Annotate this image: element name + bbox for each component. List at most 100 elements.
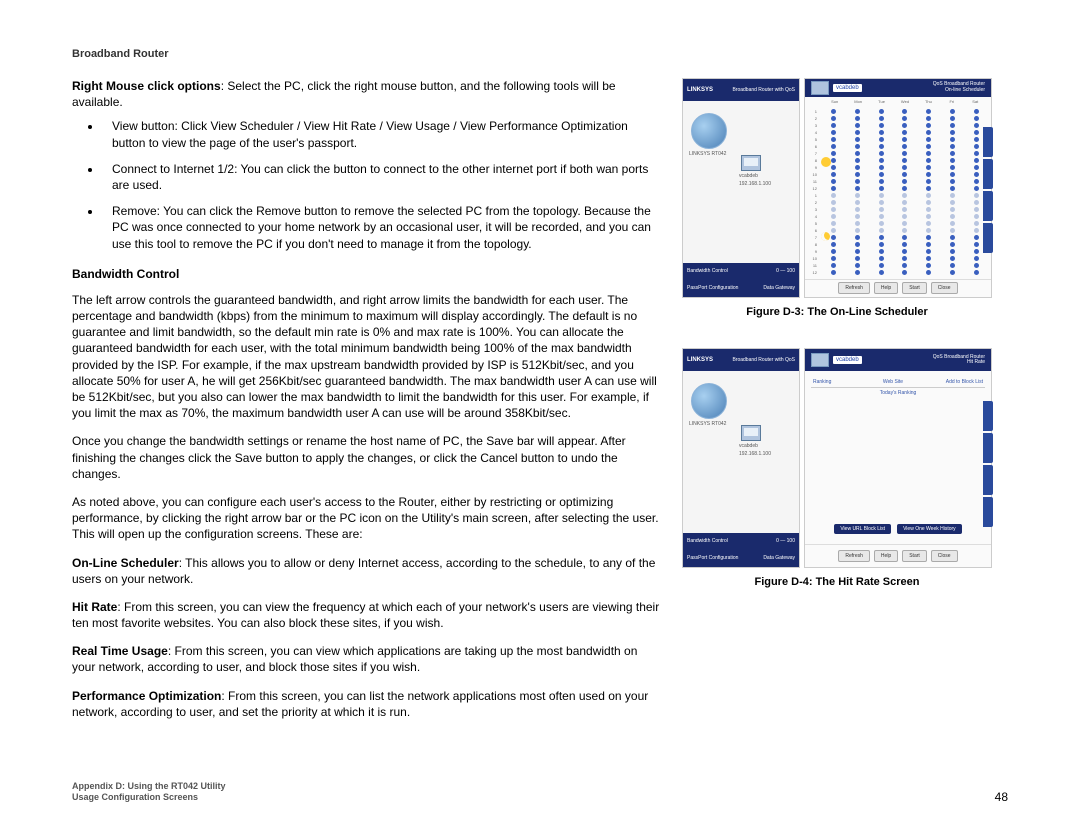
schedule-dot[interactable] (855, 151, 860, 156)
schedule-dot[interactable] (950, 179, 955, 184)
schedule-dot[interactable] (926, 214, 931, 219)
schedule-dot[interactable] (855, 172, 860, 177)
schedule-dot[interactable] (926, 144, 931, 149)
help-button[interactable]: Help (874, 550, 898, 562)
schedule-dot[interactable] (902, 214, 907, 219)
schedule-dot[interactable] (855, 179, 860, 184)
schedule-dot[interactable] (902, 172, 907, 177)
schedule-dot[interactable] (855, 109, 860, 114)
schedule-dot[interactable] (831, 221, 836, 226)
side-tab[interactable] (983, 433, 993, 463)
schedule-dot[interactable] (974, 144, 979, 149)
schedule-dot[interactable] (831, 109, 836, 114)
schedule-dot[interactable] (926, 256, 931, 261)
schedule-dot[interactable] (974, 130, 979, 135)
schedule-dot[interactable] (879, 172, 884, 177)
schedule-dot[interactable] (926, 158, 931, 163)
schedule-dot[interactable] (831, 179, 836, 184)
schedule-dot[interactable] (879, 151, 884, 156)
close-button[interactable]: Close (931, 550, 958, 562)
schedule-dot[interactable] (950, 123, 955, 128)
schedule-dot[interactable] (950, 165, 955, 170)
schedule-dot[interactable] (855, 165, 860, 170)
schedule-dot[interactable] (950, 249, 955, 254)
schedule-dot[interactable] (974, 186, 979, 191)
schedule-dot[interactable] (879, 179, 884, 184)
schedule-dot[interactable] (879, 256, 884, 261)
schedule-dot[interactable] (974, 228, 979, 233)
schedule-dot[interactable] (879, 270, 884, 275)
schedule-dot[interactable] (974, 179, 979, 184)
schedule-dot[interactable] (855, 249, 860, 254)
schedule-dot[interactable] (926, 151, 931, 156)
schedule-dot[interactable] (926, 221, 931, 226)
schedule-dot[interactable] (879, 263, 884, 268)
schedule-dot[interactable] (902, 123, 907, 128)
schedule-dot[interactable] (950, 137, 955, 142)
refresh-button[interactable]: Refresh (838, 282, 870, 294)
schedule-dot[interactable] (879, 165, 884, 170)
schedule-dot[interactable] (974, 235, 979, 240)
schedule-dot[interactable] (831, 242, 836, 247)
side-tab[interactable] (983, 191, 993, 221)
schedule-dot[interactable] (950, 263, 955, 268)
schedule-dot[interactable] (974, 172, 979, 177)
schedule-dot[interactable] (950, 116, 955, 121)
schedule-dot[interactable] (950, 235, 955, 240)
schedule-dot[interactable] (974, 193, 979, 198)
schedule-dot[interactable] (855, 221, 860, 226)
schedule-dot[interactable] (974, 256, 979, 261)
schedule-dot[interactable] (831, 165, 836, 170)
schedule-dot[interactable] (879, 249, 884, 254)
schedule-dot[interactable] (855, 137, 860, 142)
schedule-dot[interactable] (926, 270, 931, 275)
schedule-dot[interactable] (950, 193, 955, 198)
schedule-dot[interactable] (879, 235, 884, 240)
schedule-dot[interactable] (879, 144, 884, 149)
schedule-dot[interactable] (902, 221, 907, 226)
schedule-dot[interactable] (831, 256, 836, 261)
schedule-dot[interactable] (855, 228, 860, 233)
schedule-dot[interactable] (879, 109, 884, 114)
schedule-dot[interactable] (879, 193, 884, 198)
schedule-dot[interactable] (855, 130, 860, 135)
schedule-dot[interactable] (902, 200, 907, 205)
schedule-dot[interactable] (902, 242, 907, 247)
schedule-dot[interactable] (950, 228, 955, 233)
schedule-dot[interactable] (855, 270, 860, 275)
help-button[interactable]: Help (874, 282, 898, 294)
view-blocklist-button[interactable]: View URL Block List (834, 524, 891, 534)
schedule-dot[interactable] (831, 137, 836, 142)
start-button[interactable]: Start (902, 550, 927, 562)
schedule-dot[interactable] (902, 144, 907, 149)
schedule-dot[interactable] (831, 263, 836, 268)
schedule-dot[interactable] (926, 130, 931, 135)
schedule-dot[interactable] (902, 193, 907, 198)
schedule-dot[interactable] (902, 179, 907, 184)
schedule-dot[interactable] (855, 200, 860, 205)
schedule-dot[interactable] (950, 186, 955, 191)
schedule-dot[interactable] (926, 179, 931, 184)
schedule-dot[interactable] (879, 221, 884, 226)
schedule-dot[interactable] (974, 151, 979, 156)
schedule-dot[interactable] (974, 207, 979, 212)
side-tab[interactable] (983, 223, 993, 253)
schedule-dot[interactable] (879, 130, 884, 135)
schedule-dot[interactable] (879, 158, 884, 163)
schedule-dot[interactable] (855, 207, 860, 212)
schedule-dot[interactable] (879, 207, 884, 212)
schedule-dot[interactable] (902, 235, 907, 240)
schedule-dot[interactable] (855, 242, 860, 247)
schedule-dot[interactable] (855, 144, 860, 149)
start-button[interactable]: Start (902, 282, 927, 294)
schedule-dot[interactable] (926, 200, 931, 205)
side-tab[interactable] (983, 465, 993, 495)
schedule-dot[interactable] (950, 214, 955, 219)
schedule-dot[interactable] (902, 151, 907, 156)
schedule-dot[interactable] (902, 256, 907, 261)
schedule-dot[interactable] (831, 151, 836, 156)
schedule-dot[interactable] (831, 123, 836, 128)
view-history-button[interactable]: View One Week History (897, 524, 962, 534)
schedule-dot[interactable] (855, 263, 860, 268)
schedule-dot[interactable] (831, 200, 836, 205)
